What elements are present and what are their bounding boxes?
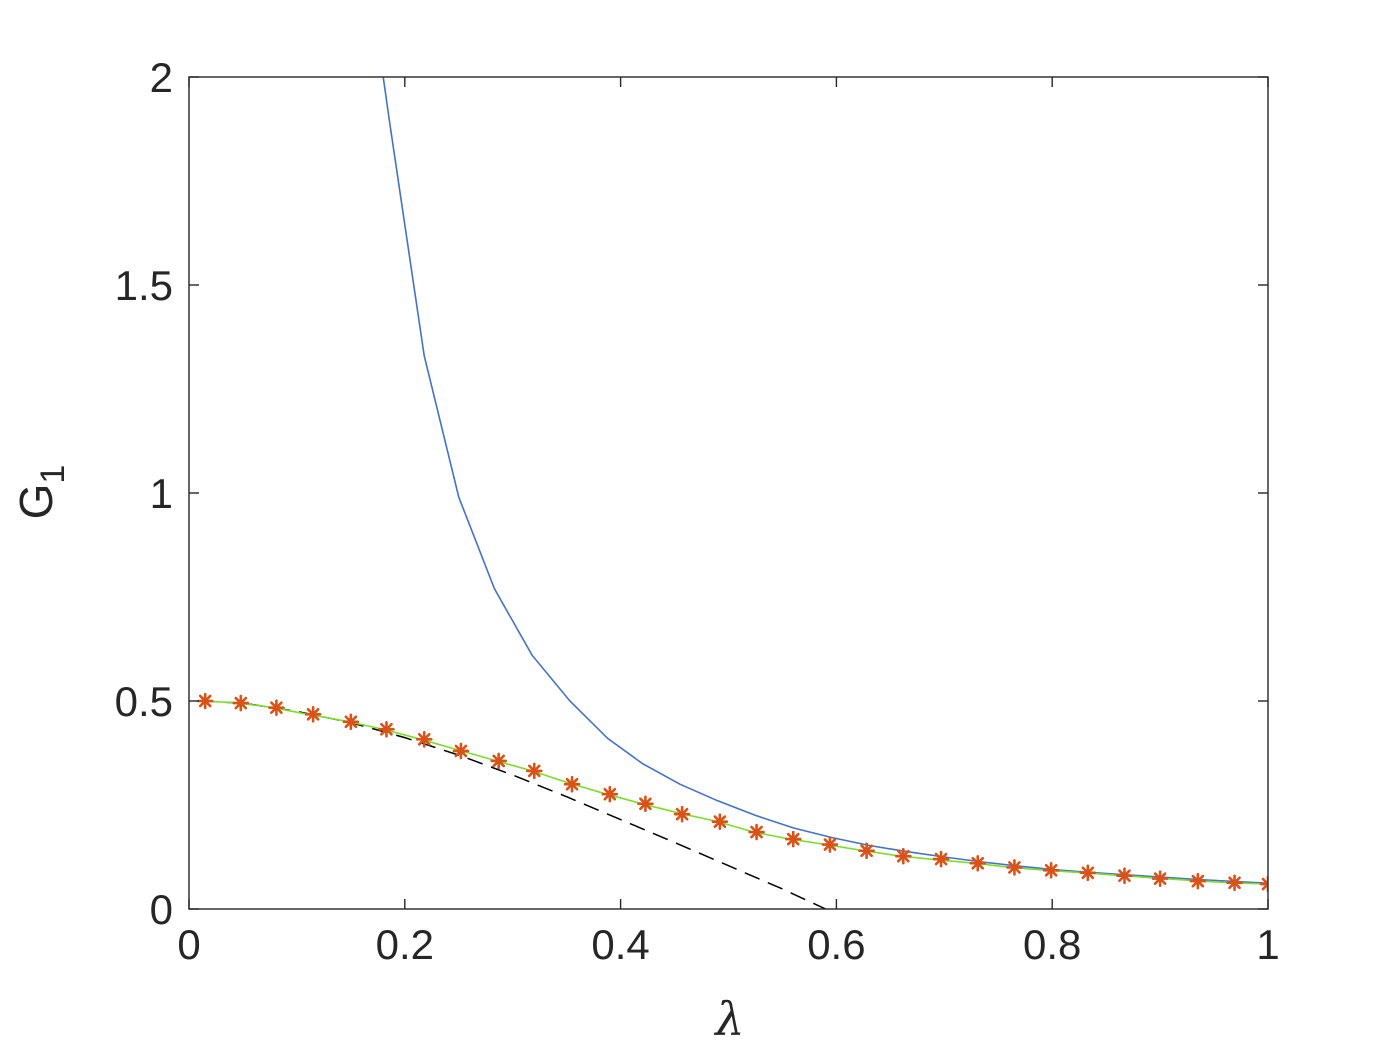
- data-point: [637, 795, 654, 813]
- y-tick-label: 0.5: [115, 678, 173, 725]
- x-tick-label: 0.2: [376, 921, 434, 968]
- svg-text:G1: G1: [10, 465, 72, 520]
- data-point: [673, 805, 691, 823]
- data-point: [268, 699, 285, 716]
- y-axis-label-subscript: 1: [34, 465, 72, 484]
- data-point: [232, 694, 250, 712]
- x-axis-label: λ: [713, 992, 744, 1046]
- data-point: [1189, 872, 1207, 890]
- series-3-markers: [196, 692, 1268, 893]
- y-tick-label: 0: [150, 886, 173, 933]
- data-point: [894, 847, 912, 865]
- data-point: [415, 730, 433, 748]
- data-point: [601, 785, 619, 803]
- data-point: [1116, 867, 1133, 885]
- data-point: [525, 762, 543, 780]
- data-point: [304, 706, 322, 723]
- data-point: [821, 836, 839, 853]
- data-point: [452, 742, 470, 760]
- data-point: [1226, 874, 1243, 892]
- y-tick-label: 2: [150, 54, 173, 101]
- data-point: [490, 752, 507, 770]
- data-point: [748, 823, 765, 841]
- plot-background: [189, 77, 1268, 909]
- data-point: [196, 692, 214, 710]
- data-point: [378, 720, 395, 738]
- x-tick-label: 1: [1256, 921, 1279, 968]
- y-axis-label: G1: [10, 465, 72, 520]
- data-point: [858, 842, 875, 860]
- data-point: [563, 775, 581, 793]
- data-point: [1259, 875, 1268, 893]
- data-point: [1006, 859, 1023, 876]
- data-point: [969, 854, 987, 872]
- ticks: 0 0.2 0.4 0.6 0.8 1 0 0.5 1 1.5 2: [115, 54, 1280, 968]
- data-point: [932, 850, 950, 868]
- data-point: [711, 813, 729, 830]
- data-point: [342, 713, 360, 731]
- y-tick-label: 1: [150, 470, 173, 517]
- data-point: [1079, 864, 1097, 882]
- y-tick-label: 1.5: [115, 262, 173, 309]
- x-tick-label: 0.4: [591, 921, 649, 968]
- x-tick-label: 0.6: [807, 921, 865, 968]
- data-point: [784, 830, 802, 848]
- y-axis-label-main: G: [10, 484, 62, 520]
- x-tick-label: 0: [177, 921, 200, 968]
- series-1-line: [199, 700, 826, 909]
- x-tick-label: 0.8: [1023, 921, 1081, 968]
- plot-area: [189, 77, 1268, 909]
- data-point: [1151, 870, 1169, 887]
- data-point: [1042, 862, 1060, 879]
